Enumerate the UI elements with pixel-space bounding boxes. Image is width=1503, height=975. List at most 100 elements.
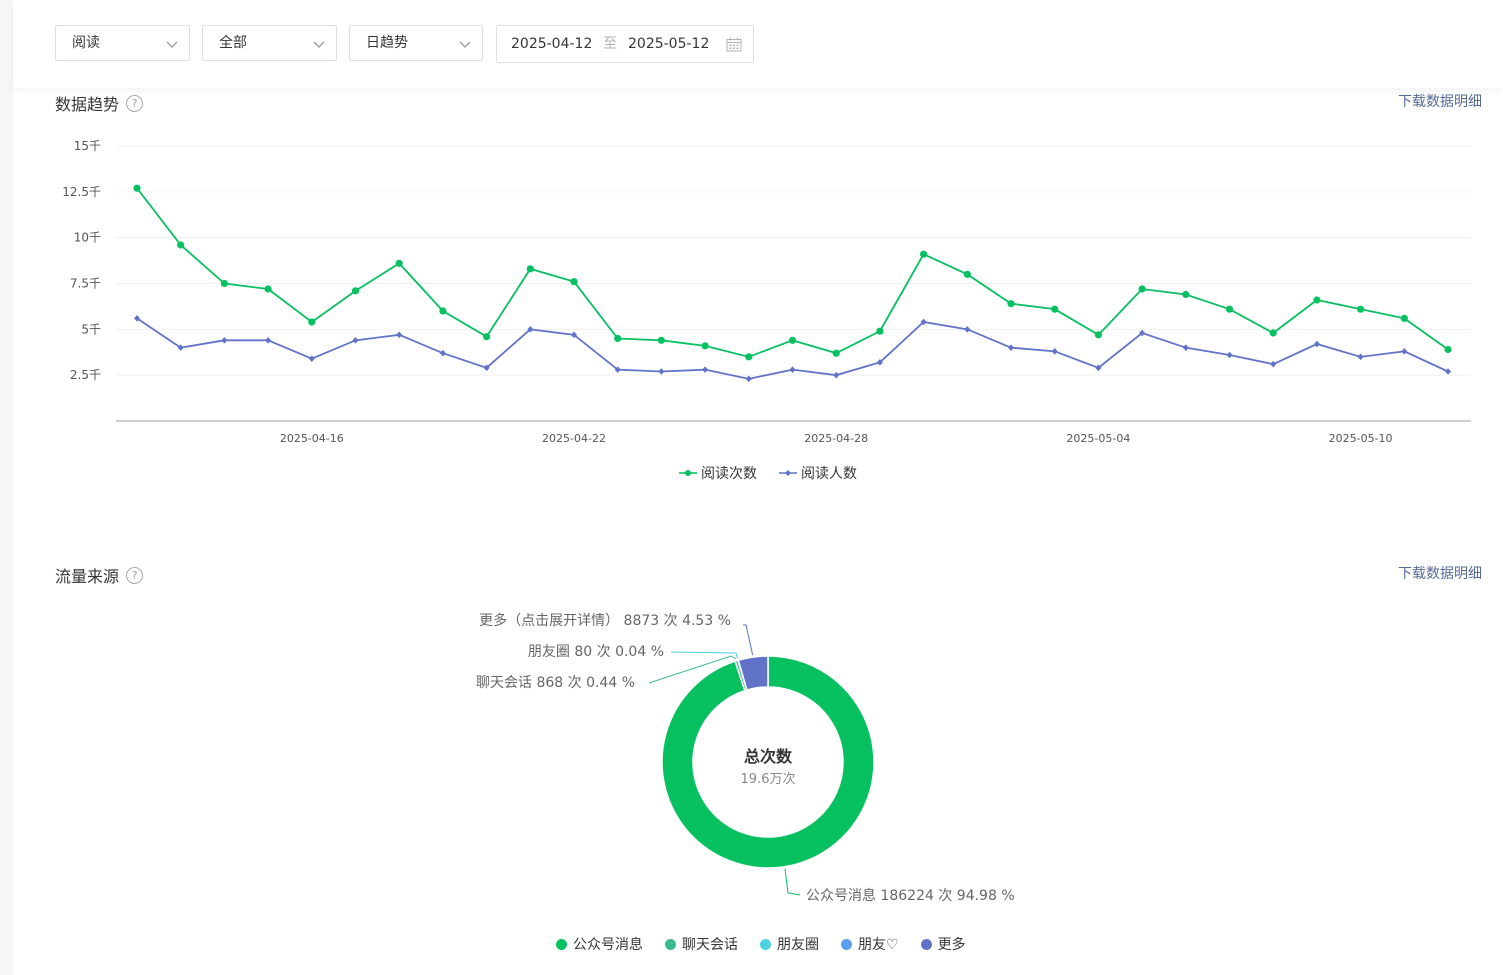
data-point[interactable] (832, 349, 840, 357)
data-point[interactable] (439, 307, 447, 315)
data-point[interactable] (1444, 345, 1452, 354)
legend-item-read-count[interactable]: 阅读次数 (679, 463, 757, 483)
data-point[interactable] (1313, 340, 1320, 348)
data-point[interactable] (177, 344, 184, 351)
slice-leader-line (743, 624, 754, 656)
calendar-icon (726, 37, 742, 52)
main-panel: 阅读 全部 日趋势 2025-04-12 至 2025-05-12 数据趋势 (13, 0, 1503, 975)
date-start[interactable]: 2025-04-12 (511, 36, 593, 52)
data-point[interactable] (483, 364, 490, 372)
metric-select-value: 阅读 (72, 35, 100, 51)
data-point[interactable] (1095, 364, 1102, 372)
data-point[interactable] (1094, 331, 1102, 339)
data-point[interactable] (745, 375, 752, 383)
data-point[interactable] (220, 279, 228, 288)
data-point[interactable] (1051, 348, 1058, 355)
data-point[interactable] (789, 366, 796, 373)
trend-line-chart: 15千 12.5千 10千 7.5千 5千 2.5千 2025-04-16 2025-04-2… (62, 139, 1471, 445)
slice-leader-line (670, 651, 739, 659)
data-point[interactable] (483, 333, 491, 341)
slice-label-official-msg[interactable]: 公众号消息 186224 次 94.98 % (806, 887, 1015, 904)
y-tick-label: 2.5千 (70, 368, 101, 382)
data-point[interactable] (133, 184, 141, 192)
data-point[interactable] (745, 353, 753, 361)
data-point[interactable] (571, 331, 577, 339)
trend-legend: 阅读次数 阅读人数 (679, 463, 879, 483)
data-point[interactable] (1401, 348, 1408, 355)
slice-label-moments[interactable]: 朋友圈 80 次 0.04 % (528, 644, 664, 660)
data-point[interactable] (527, 326, 534, 333)
granularity-select[interactable]: 日趋势 (349, 25, 483, 61)
data-point[interactable] (439, 349, 446, 357)
legend-item[interactable]: 朋友♡ (841, 934, 899, 954)
chevron-down-icon (459, 41, 471, 48)
trend-download-link[interactable]: 下载数据明细 (1398, 94, 1482, 110)
scope-select[interactable]: 全部 (202, 25, 337, 61)
data-point[interactable] (1007, 300, 1015, 308)
data-point[interactable] (1357, 353, 1364, 361)
traffic-download-link[interactable]: 下载数据明细 (1398, 566, 1482, 582)
donut-slice[interactable] (737, 655, 769, 691)
data-point[interactable] (396, 331, 403, 339)
legend-item-reader-count[interactable]: 阅读人数 (779, 463, 857, 483)
y-tick-label: 15千 (74, 139, 101, 153)
data-point[interactable] (1357, 305, 1365, 313)
data-point[interactable] (221, 337, 228, 344)
data-point[interactable] (1226, 351, 1233, 359)
data-point[interactable] (1400, 314, 1408, 322)
metric-select[interactable]: 阅读 (55, 25, 190, 61)
data-point[interactable] (1008, 344, 1014, 351)
data-point[interactable] (964, 326, 971, 333)
data-point[interactable] (1139, 329, 1146, 337)
data-point[interactable] (1313, 296, 1321, 304)
legend-label: 朋友圈 (777, 937, 819, 953)
data-point[interactable] (526, 265, 534, 273)
legend-item[interactable]: 公众号消息 (556, 934, 643, 954)
data-point[interactable] (701, 342, 709, 350)
data-point[interactable] (963, 270, 971, 278)
data-point[interactable] (1182, 344, 1189, 351)
date-end[interactable]: 2025-05-12 (628, 36, 710, 52)
data-point[interactable] (308, 355, 315, 362)
data-point[interactable] (1182, 290, 1190, 299)
donut-slice[interactable] (661, 655, 875, 869)
legend-item[interactable]: 聊天会话 (665, 934, 738, 954)
data-point[interactable] (788, 336, 797, 344)
date-range-picker[interactable]: 2025-04-12 至 2025-05-12 (496, 25, 754, 63)
traffic-title-text: 流量来源 (55, 567, 120, 586)
data-point[interactable] (1051, 305, 1059, 313)
legend-item[interactable]: 朋友圈 (760, 934, 819, 954)
data-point[interactable] (570, 278, 578, 286)
data-point[interactable] (1445, 368, 1451, 375)
data-point[interactable] (920, 250, 928, 258)
data-point[interactable] (352, 337, 359, 344)
legend-item[interactable]: 更多 (920, 934, 966, 954)
data-point[interactable] (876, 327, 884, 335)
data-point[interactable] (265, 337, 272, 344)
help-icon[interactable]: ? (126, 94, 144, 112)
data-point[interactable] (177, 241, 185, 249)
legend-dot-icon (760, 938, 771, 950)
data-point[interactable] (614, 366, 621, 373)
slice-label-more[interactable]: 更多（点击展开详情） 8873 次 4.53 % (479, 612, 731, 629)
data-point[interactable] (1269, 329, 1277, 337)
help-icon[interactable]: ? (126, 566, 144, 584)
legend-dot-icon (841, 938, 852, 950)
data-point[interactable] (1225, 305, 1234, 313)
x-tick-label: 2025-04-28 (804, 432, 868, 445)
data-point[interactable] (657, 336, 666, 344)
data-point[interactable] (395, 259, 403, 267)
data-point[interactable] (920, 318, 927, 326)
slice-label-chat[interactable]: 聊天会话 868 次 0.44 % (476, 675, 635, 691)
data-point[interactable] (351, 287, 360, 295)
data-point[interactable] (308, 318, 316, 326)
data-point[interactable] (134, 315, 140, 322)
data-point[interactable] (658, 368, 665, 375)
data-point[interactable] (1138, 285, 1146, 293)
data-point[interactable] (614, 334, 622, 343)
data-point[interactable] (1270, 360, 1277, 368)
data-point[interactable] (264, 285, 272, 293)
data-point[interactable] (833, 371, 840, 379)
data-point[interactable] (702, 366, 709, 373)
data-point[interactable] (876, 359, 883, 366)
